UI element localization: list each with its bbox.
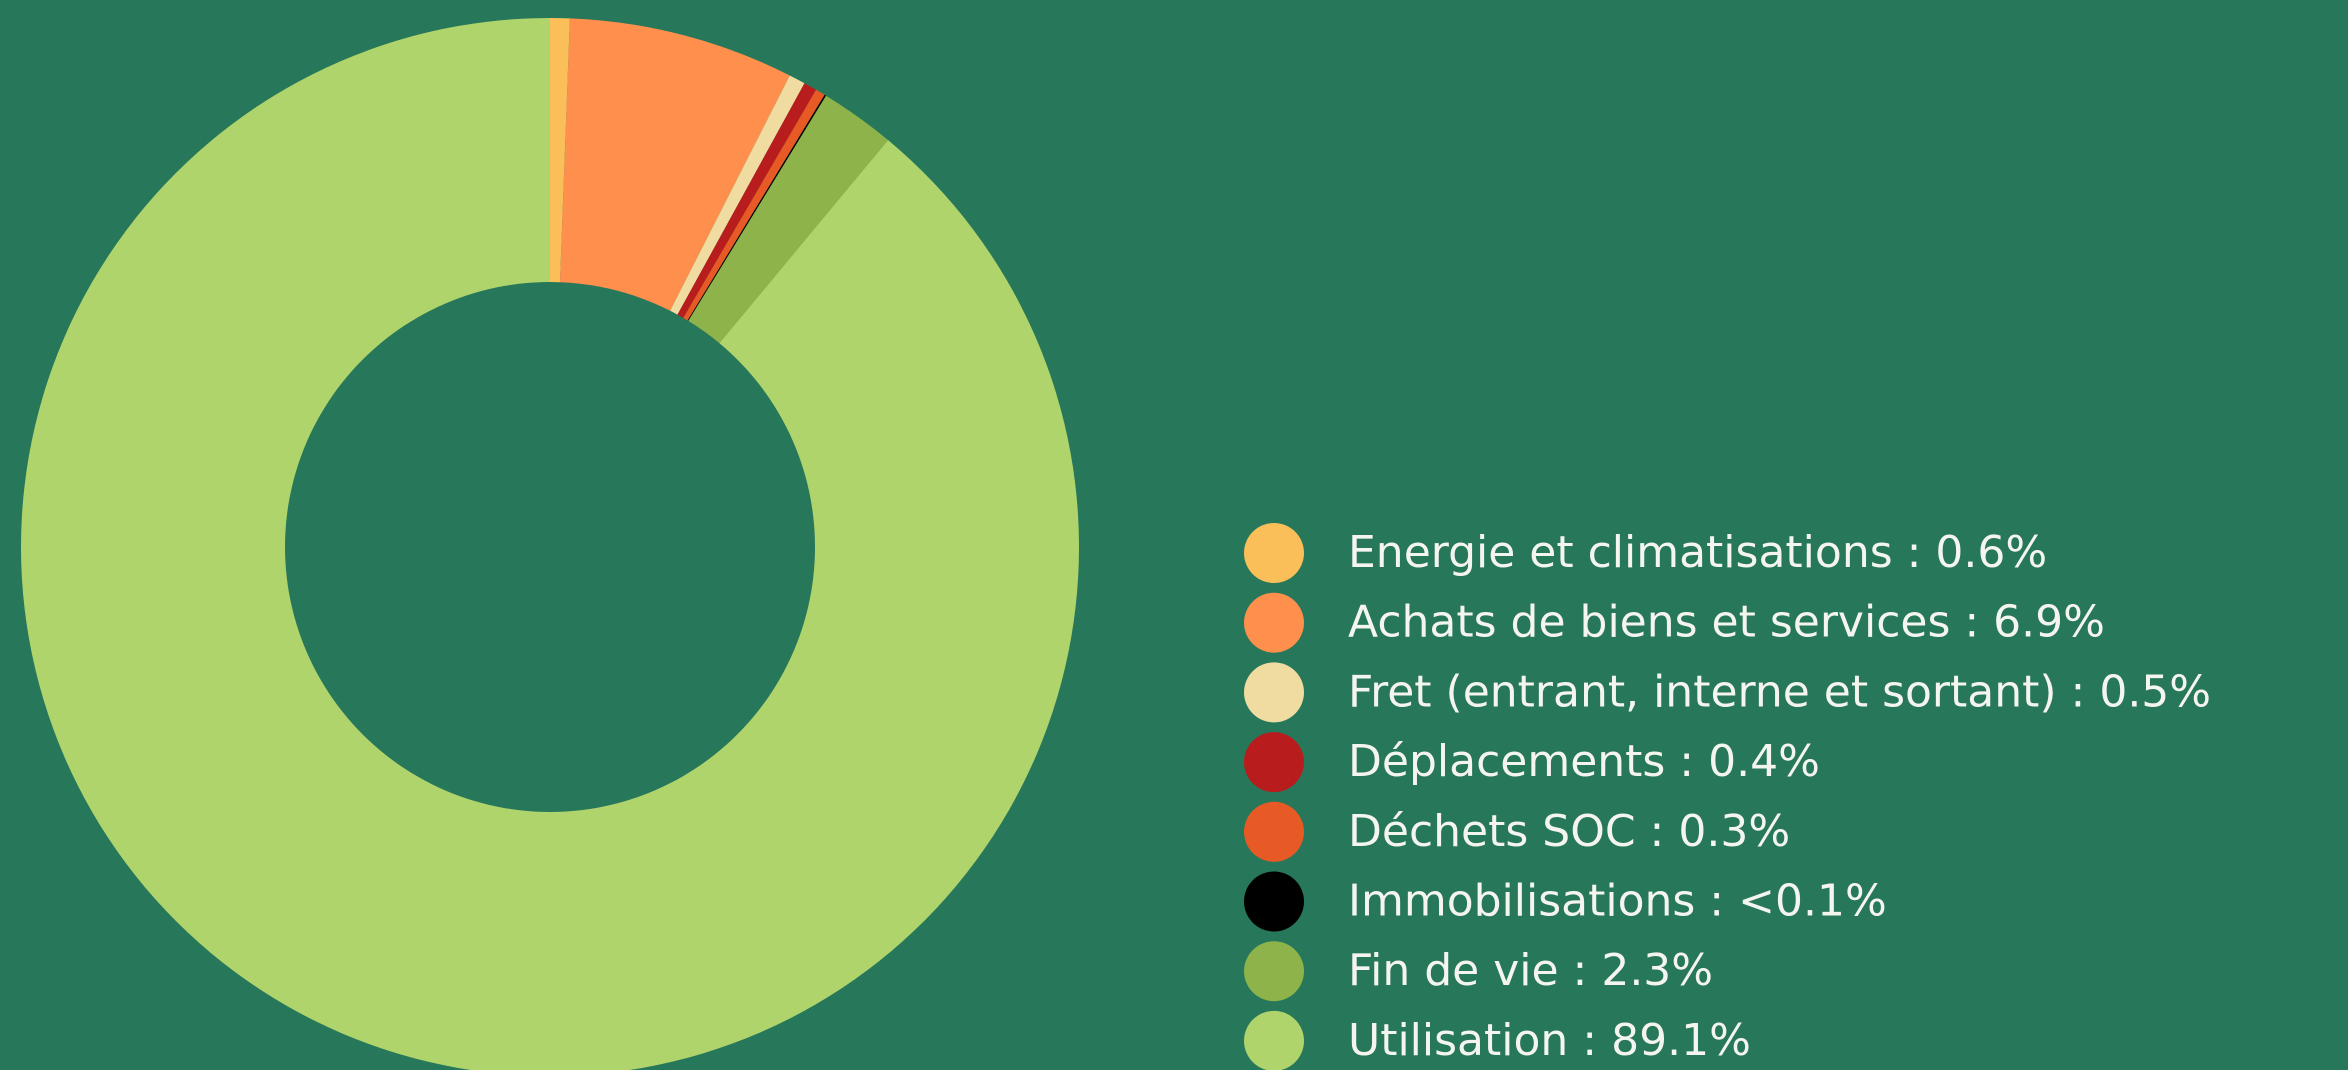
legend-label: Energie et climatisations : 0.6% [1348, 527, 2047, 578]
legend-swatch [1244, 941, 1304, 1002]
donut-slice [677, 83, 817, 318]
donut-slice [559, 18, 790, 311]
legend-swatch [1244, 732, 1304, 793]
legend-swatch [1244, 523, 1304, 583]
legend-swatch [1244, 592, 1304, 653]
donut-slice [670, 75, 805, 315]
legend-swatch [1244, 801, 1304, 862]
donut-slice [550, 18, 570, 283]
donut-slice [21, 18, 1079, 1070]
donut-slice [687, 94, 827, 321]
legend-label: Fret (entrant, interne et sortant) : 0.5… [1348, 666, 2211, 717]
legend-label: Déchets SOC : 0.3% [1348, 806, 1790, 857]
donut-slice [688, 95, 889, 344]
legend-label: Immobilisations : <0.1% [1348, 876, 1887, 927]
legend-label: Déplacements : 0.4% [1348, 736, 1820, 787]
legend-label: Fin de vie : 2.3% [1348, 945, 1713, 996]
legend-label: Utilisation : 89.1% [1348, 1015, 1751, 1066]
legend-swatch [1244, 1010, 1304, 1070]
donut-slice [683, 89, 825, 321]
legend-swatch [1244, 871, 1304, 932]
legend-label: Achats de biens et services : 6.9% [1348, 597, 2105, 648]
legend-swatch [1244, 662, 1304, 723]
